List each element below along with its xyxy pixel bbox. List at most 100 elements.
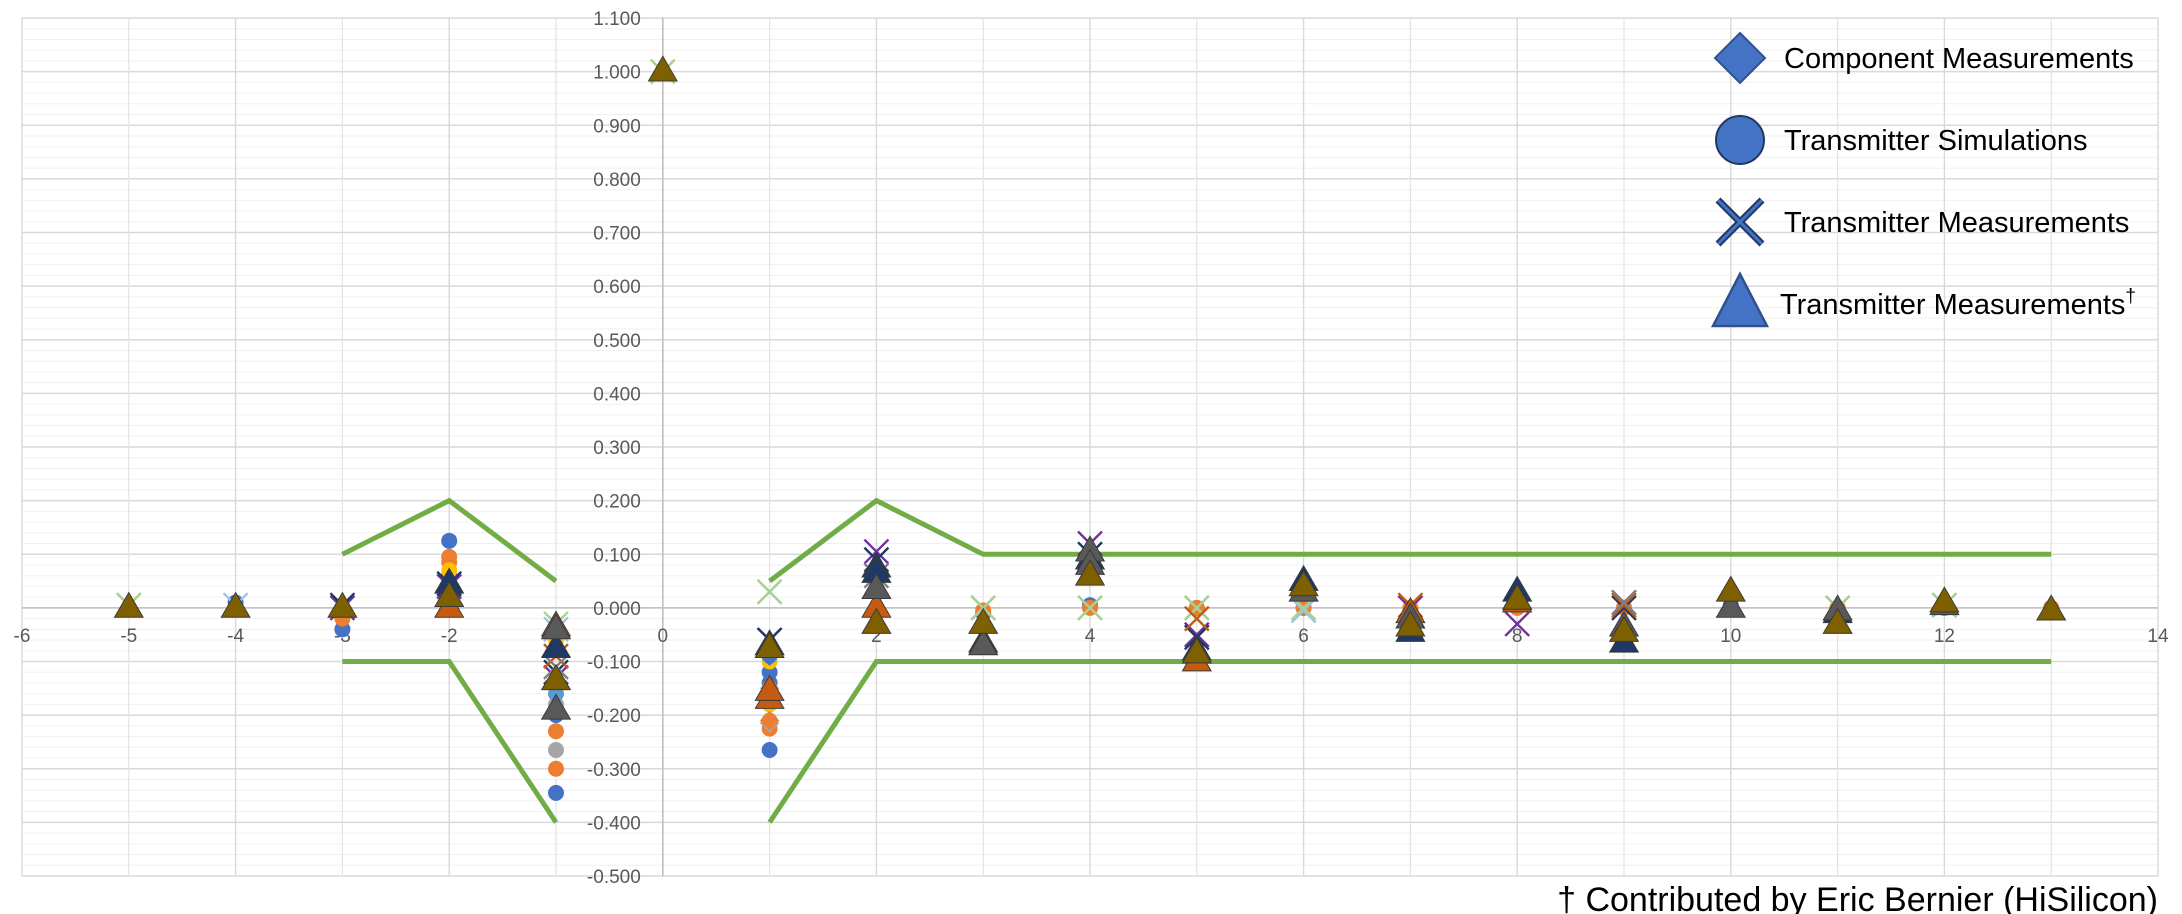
legend: Component Measurements Transmitter Simula… (1710, 31, 2136, 328)
data-point-triangle (968, 607, 999, 634)
data-point-triangle (434, 580, 465, 608)
legend-superscript: † (2125, 286, 2136, 307)
data-point-triangle (1929, 586, 1960, 613)
legend-marker-diamond (1713, 31, 1767, 85)
data-point-triangle (968, 629, 999, 656)
x-tick-label: 14 (2147, 626, 2169, 647)
x-tick-label: 10 (1720, 626, 1741, 647)
data-point-x (1504, 611, 1531, 637)
y-tick-label: 0.900 (593, 116, 641, 137)
legend-item-3: Transmitter Measurements† (1710, 271, 2136, 328)
y-tick-label: 0.700 (593, 224, 641, 245)
data-point-triangle (540, 693, 572, 720)
lower-limit-line (767, 659, 2052, 824)
series-16 (540, 535, 1960, 720)
data-point-triangle (540, 663, 572, 691)
data-point-x (1183, 605, 1210, 632)
data-point-triangle (540, 613, 572, 640)
x-tick-label: -5 (120, 626, 137, 647)
legend-label: Transmitter Measurements† (1780, 286, 2136, 321)
legend-marker-x (1715, 197, 1765, 247)
x-marker-stroke (1290, 597, 1317, 624)
data-point-triangle (113, 591, 144, 618)
y-tick-label: 0.500 (593, 331, 641, 352)
legend-marker-triangle (1710, 271, 1770, 328)
series-3 (441, 562, 778, 713)
data-point-x (1077, 595, 1103, 621)
x-tick-label: 12 (1934, 626, 1955, 647)
data-point-triangle (754, 674, 785, 701)
legend-label: Component Measurements (1784, 43, 2134, 75)
data-point-triangle (220, 591, 251, 618)
legend-item-0: Component Measurements (1713, 31, 2134, 85)
footnote-text: Contributed by Eric Bernier (HiSilicon) (1585, 881, 2158, 914)
x-marker-stroke (1611, 595, 1637, 621)
y-tick-label: 0.400 (593, 384, 641, 405)
data-point-x (1183, 595, 1210, 621)
x-marker-stroke (1504, 611, 1531, 637)
data-point-x (1611, 589, 1637, 616)
data-point-circle (548, 760, 564, 777)
data-point-triangle (1502, 583, 1533, 610)
data-point-triangle (327, 591, 358, 618)
data-point-triangle (1074, 559, 1106, 586)
x-marker-stroke (1183, 595, 1210, 621)
series-15 (434, 543, 1853, 661)
y-tick-label: -0.100 (587, 653, 641, 674)
y-tick-label: 0.100 (593, 545, 641, 566)
data-point-triangle (1608, 615, 1640, 642)
data-point-triangle (1715, 575, 1746, 602)
series-7 (759, 710, 780, 731)
y-tick-label: 1.000 (593, 63, 641, 84)
data-point-triangle (1395, 610, 1426, 637)
series-0 (227, 532, 2060, 801)
x-marker-stroke (1611, 592, 1637, 619)
upper-limit-line (768, 497, 2052, 584)
data-point-triangle (1715, 591, 1746, 618)
x-tick-label: -6 (14, 626, 31, 647)
series-17 (113, 55, 2067, 691)
x-tick-label: 2 (871, 626, 882, 647)
data-point-circle (548, 784, 564, 801)
data-point-circle (441, 532, 458, 549)
data-point-triangle (861, 572, 892, 599)
data-point-triangle (540, 631, 572, 658)
data-point-triangle (1181, 637, 1212, 664)
data-point-triangle (754, 631, 785, 658)
data-point-circle (761, 741, 778, 758)
data-point-triangle (2036, 594, 2067, 621)
data-point-x (1611, 595, 1637, 621)
data-point-circle (548, 723, 564, 740)
legend-label: Transmitter Simulations (1784, 125, 2088, 157)
x-tick-label: 4 (1085, 626, 1096, 647)
upper-limit-line (341, 497, 558, 584)
legend-item-2: Transmitter Measurements (1715, 197, 2129, 247)
x-tick-label: -4 (227, 626, 244, 647)
x-tick-label: 0 (658, 626, 669, 647)
data-point-triangle (647, 55, 678, 82)
data-point-circle (548, 741, 564, 758)
data-point-triangle (1822, 607, 1853, 634)
y-tick-label: -0.500 (587, 867, 641, 888)
data-point-x (1611, 592, 1637, 619)
y-tick-label: 0.000 (593, 599, 641, 620)
series-8 (115, 578, 1958, 643)
footnote-symbol: † (1557, 881, 1576, 914)
data-point-triangle (861, 607, 892, 634)
grid (21, 17, 2159, 877)
data-point-x (1290, 597, 1317, 624)
lower-limit-line (342, 659, 559, 824)
x-marker-stroke (1183, 605, 1210, 632)
footnote: † Contributed by Eric Bernier (HiSilicon… (1557, 881, 2158, 914)
x-marker-stroke (756, 578, 783, 605)
y-tick-label: 1.100 (593, 9, 641, 30)
x-tick-label: 6 (1298, 626, 1309, 647)
x-tick-label: -2 (441, 626, 458, 647)
data-point-x (756, 578, 783, 605)
x-marker-stroke (1716, 198, 1764, 246)
series-9 (115, 58, 1958, 637)
y-tick-label: 0.200 (593, 492, 641, 513)
y-tick-label: 0.300 (593, 438, 641, 459)
legend-label: Transmitter Measurements (1784, 207, 2129, 239)
